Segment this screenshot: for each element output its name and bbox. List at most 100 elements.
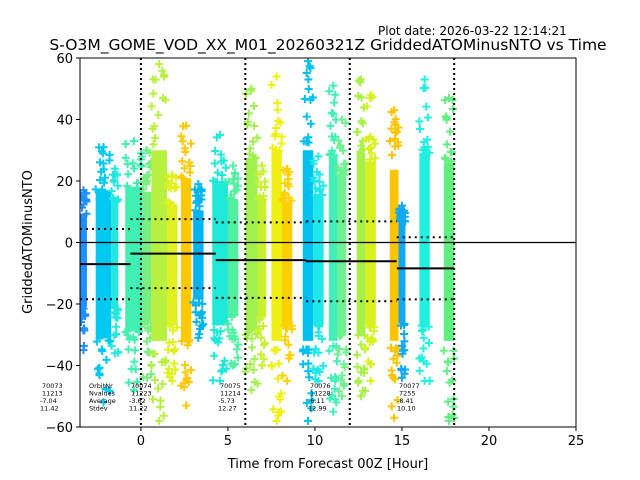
data-point [370, 139, 379, 148]
data-point [331, 395, 340, 404]
data-point-extreme [314, 152, 323, 161]
data-point [172, 323, 181, 332]
swath-22 [395, 201, 410, 382]
data-point [387, 124, 396, 133]
data-point [230, 168, 239, 177]
data-point [326, 121, 335, 130]
data-point [218, 170, 227, 179]
stats-label: Nvalues [89, 390, 116, 398]
data-point [390, 142, 399, 151]
data-point-extreme [337, 115, 346, 124]
data-point-extreme [337, 392, 346, 401]
data-point [299, 345, 308, 354]
x-tick-label: 5 [224, 434, 232, 449]
data-point [354, 378, 363, 387]
data-point [317, 190, 326, 199]
data-point [424, 322, 433, 331]
data-point [277, 139, 286, 148]
data-point [306, 64, 315, 73]
data-point [165, 322, 174, 331]
data-point [213, 168, 222, 177]
data-point [311, 184, 320, 193]
data-point [358, 119, 367, 128]
data-point [392, 127, 401, 136]
data-point [361, 386, 370, 395]
data-point [150, 122, 159, 131]
data-point [360, 368, 369, 377]
data-point [250, 354, 259, 363]
data-point [97, 167, 106, 176]
data-point-extreme [143, 373, 152, 382]
data-point [361, 343, 370, 352]
data-point [259, 167, 268, 176]
plot-area [80, 58, 576, 427]
data-point [274, 359, 283, 368]
data-point [267, 362, 276, 371]
data-point-extreme [247, 84, 256, 93]
data-point-extreme [216, 376, 225, 385]
orbit-stat-70074: 70074 [131, 382, 152, 390]
data-point [311, 369, 320, 378]
data-point [134, 328, 143, 337]
swath-21 [385, 106, 403, 422]
data-point [95, 334, 104, 343]
data-point [370, 154, 379, 163]
data-point [422, 102, 431, 111]
swath-3 [121, 137, 146, 395]
swath-core [125, 186, 143, 332]
data-point [363, 333, 372, 342]
data-point [253, 326, 262, 335]
data-point [269, 405, 278, 414]
orbit-stat-70073: 11213 [42, 390, 63, 398]
data-point [280, 188, 289, 197]
orbit-stat-70074: 11.22 [129, 405, 148, 413]
data-point [228, 334, 237, 343]
data-point-extreme [247, 386, 256, 395]
data-point [278, 195, 287, 204]
data-point [121, 153, 130, 162]
data-point [400, 330, 409, 339]
data-point [147, 370, 156, 379]
data-point [415, 117, 424, 126]
data-point [106, 337, 115, 346]
data-point [124, 378, 133, 387]
swath-core [365, 161, 376, 326]
data-point [424, 338, 433, 347]
data-point [261, 182, 270, 191]
orbit-stat-70077: 7255 [399, 390, 416, 398]
data-point-extreme [257, 161, 266, 170]
swath-5 [147, 60, 170, 425]
data-point [111, 313, 120, 322]
data-point [161, 95, 170, 104]
y-tick-label: −60 [46, 421, 73, 436]
data-point [255, 315, 264, 324]
data-point [149, 89, 158, 98]
data-point-extreme [366, 90, 375, 99]
swath-core [80, 213, 87, 308]
data-point [388, 371, 397, 380]
data-point [400, 369, 409, 378]
data-point-extreme [303, 416, 312, 425]
data-point [314, 328, 323, 337]
data-point [183, 341, 192, 350]
data-point [364, 357, 373, 366]
data-point [385, 136, 394, 145]
data-point [400, 319, 409, 328]
data-point [299, 360, 308, 369]
data-point [129, 333, 138, 342]
swath-core [257, 200, 267, 317]
data-point-extreme [283, 376, 292, 385]
data-point [387, 150, 396, 159]
data-point [144, 347, 153, 356]
data-point [400, 208, 409, 217]
data-point [109, 177, 118, 186]
swath-core [142, 191, 152, 324]
data-point [245, 150, 254, 159]
data-point [130, 164, 139, 173]
data-point [95, 369, 104, 378]
orbit-stat-70073: 70073 [42, 382, 63, 390]
data-point [123, 181, 132, 190]
data-point [306, 119, 315, 128]
data-point [325, 346, 334, 355]
orbit-stat-70077: 10.10 [397, 405, 416, 413]
